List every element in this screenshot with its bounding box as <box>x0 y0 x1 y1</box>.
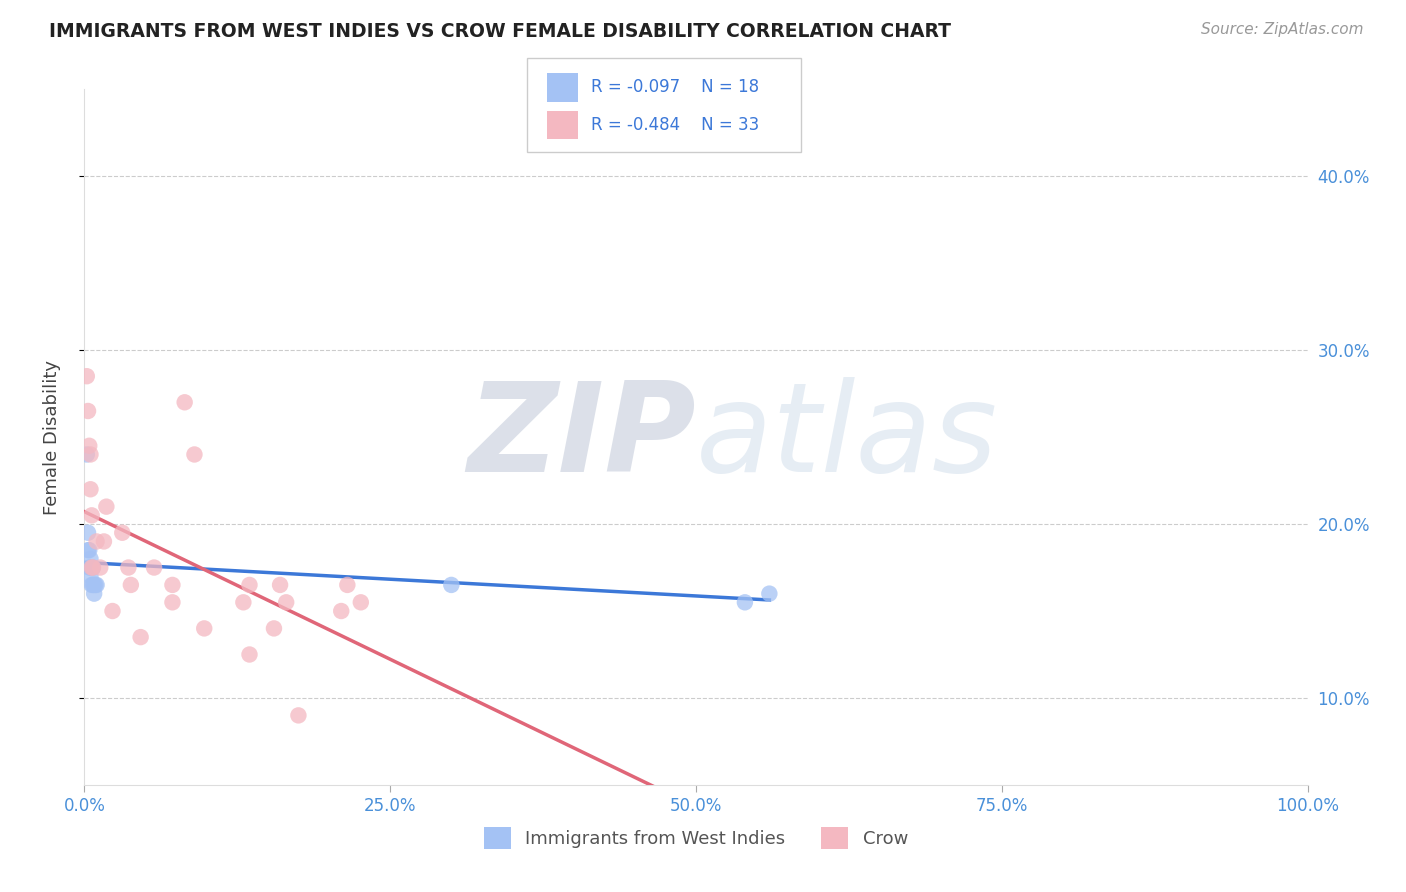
Point <box>80 560 103 574</box>
Point <box>173 395 195 409</box>
Point <box>79 482 101 496</box>
Point <box>80 508 103 523</box>
Point <box>117 560 139 574</box>
Point <box>82 560 104 574</box>
Point <box>269 578 291 592</box>
Point <box>96 500 118 514</box>
Y-axis label: Female Disability: Female Disability <box>42 359 60 515</box>
Point <box>336 578 359 592</box>
Text: Source: ZipAtlas.com: Source: ZipAtlas.com <box>1201 22 1364 37</box>
Point <box>330 604 353 618</box>
Point <box>86 578 108 592</box>
Text: IMMIGRANTS FROM WEST INDIES VS CROW FEMALE DISABILITY CORRELATION CHART: IMMIGRANTS FROM WEST INDIES VS CROW FEMA… <box>49 22 952 41</box>
Text: atlas: atlas <box>696 376 998 498</box>
Point <box>77 525 100 540</box>
Point <box>77 560 100 574</box>
Point <box>83 587 105 601</box>
Point <box>734 595 756 609</box>
Point <box>77 439 100 453</box>
Text: R = -0.097    N = 18: R = -0.097 N = 18 <box>591 78 759 95</box>
Point <box>263 621 285 635</box>
Point <box>79 569 101 583</box>
Point <box>77 404 100 418</box>
Point <box>111 525 134 540</box>
Point <box>80 578 103 592</box>
Point <box>350 595 373 609</box>
Point <box>162 595 184 609</box>
Point <box>232 595 254 609</box>
Point <box>83 578 105 592</box>
Legend: Immigrants from West Indies, Crow: Immigrants from West Indies, Crow <box>477 820 915 856</box>
Point <box>129 630 152 644</box>
Point <box>80 560 103 574</box>
Point <box>238 578 260 592</box>
Point <box>79 551 101 566</box>
Point <box>76 447 98 462</box>
Point <box>93 534 115 549</box>
Point <box>758 587 780 601</box>
Point <box>77 543 100 558</box>
Point <box>143 560 166 574</box>
Text: ZIP: ZIP <box>467 376 696 498</box>
Point <box>183 447 205 462</box>
Point <box>276 595 298 609</box>
Point <box>76 369 98 384</box>
Point <box>120 578 142 592</box>
Point <box>440 578 463 592</box>
Point <box>162 578 184 592</box>
Point <box>89 560 111 574</box>
Point <box>287 708 309 723</box>
Text: R = -0.484    N = 33: R = -0.484 N = 33 <box>591 116 759 134</box>
Point <box>84 578 107 592</box>
Point <box>82 578 104 592</box>
Point <box>82 560 104 574</box>
Point <box>193 621 215 635</box>
Point <box>77 543 100 558</box>
Point <box>86 534 108 549</box>
Point <box>101 604 124 618</box>
Point <box>238 648 260 662</box>
Point <box>79 447 101 462</box>
